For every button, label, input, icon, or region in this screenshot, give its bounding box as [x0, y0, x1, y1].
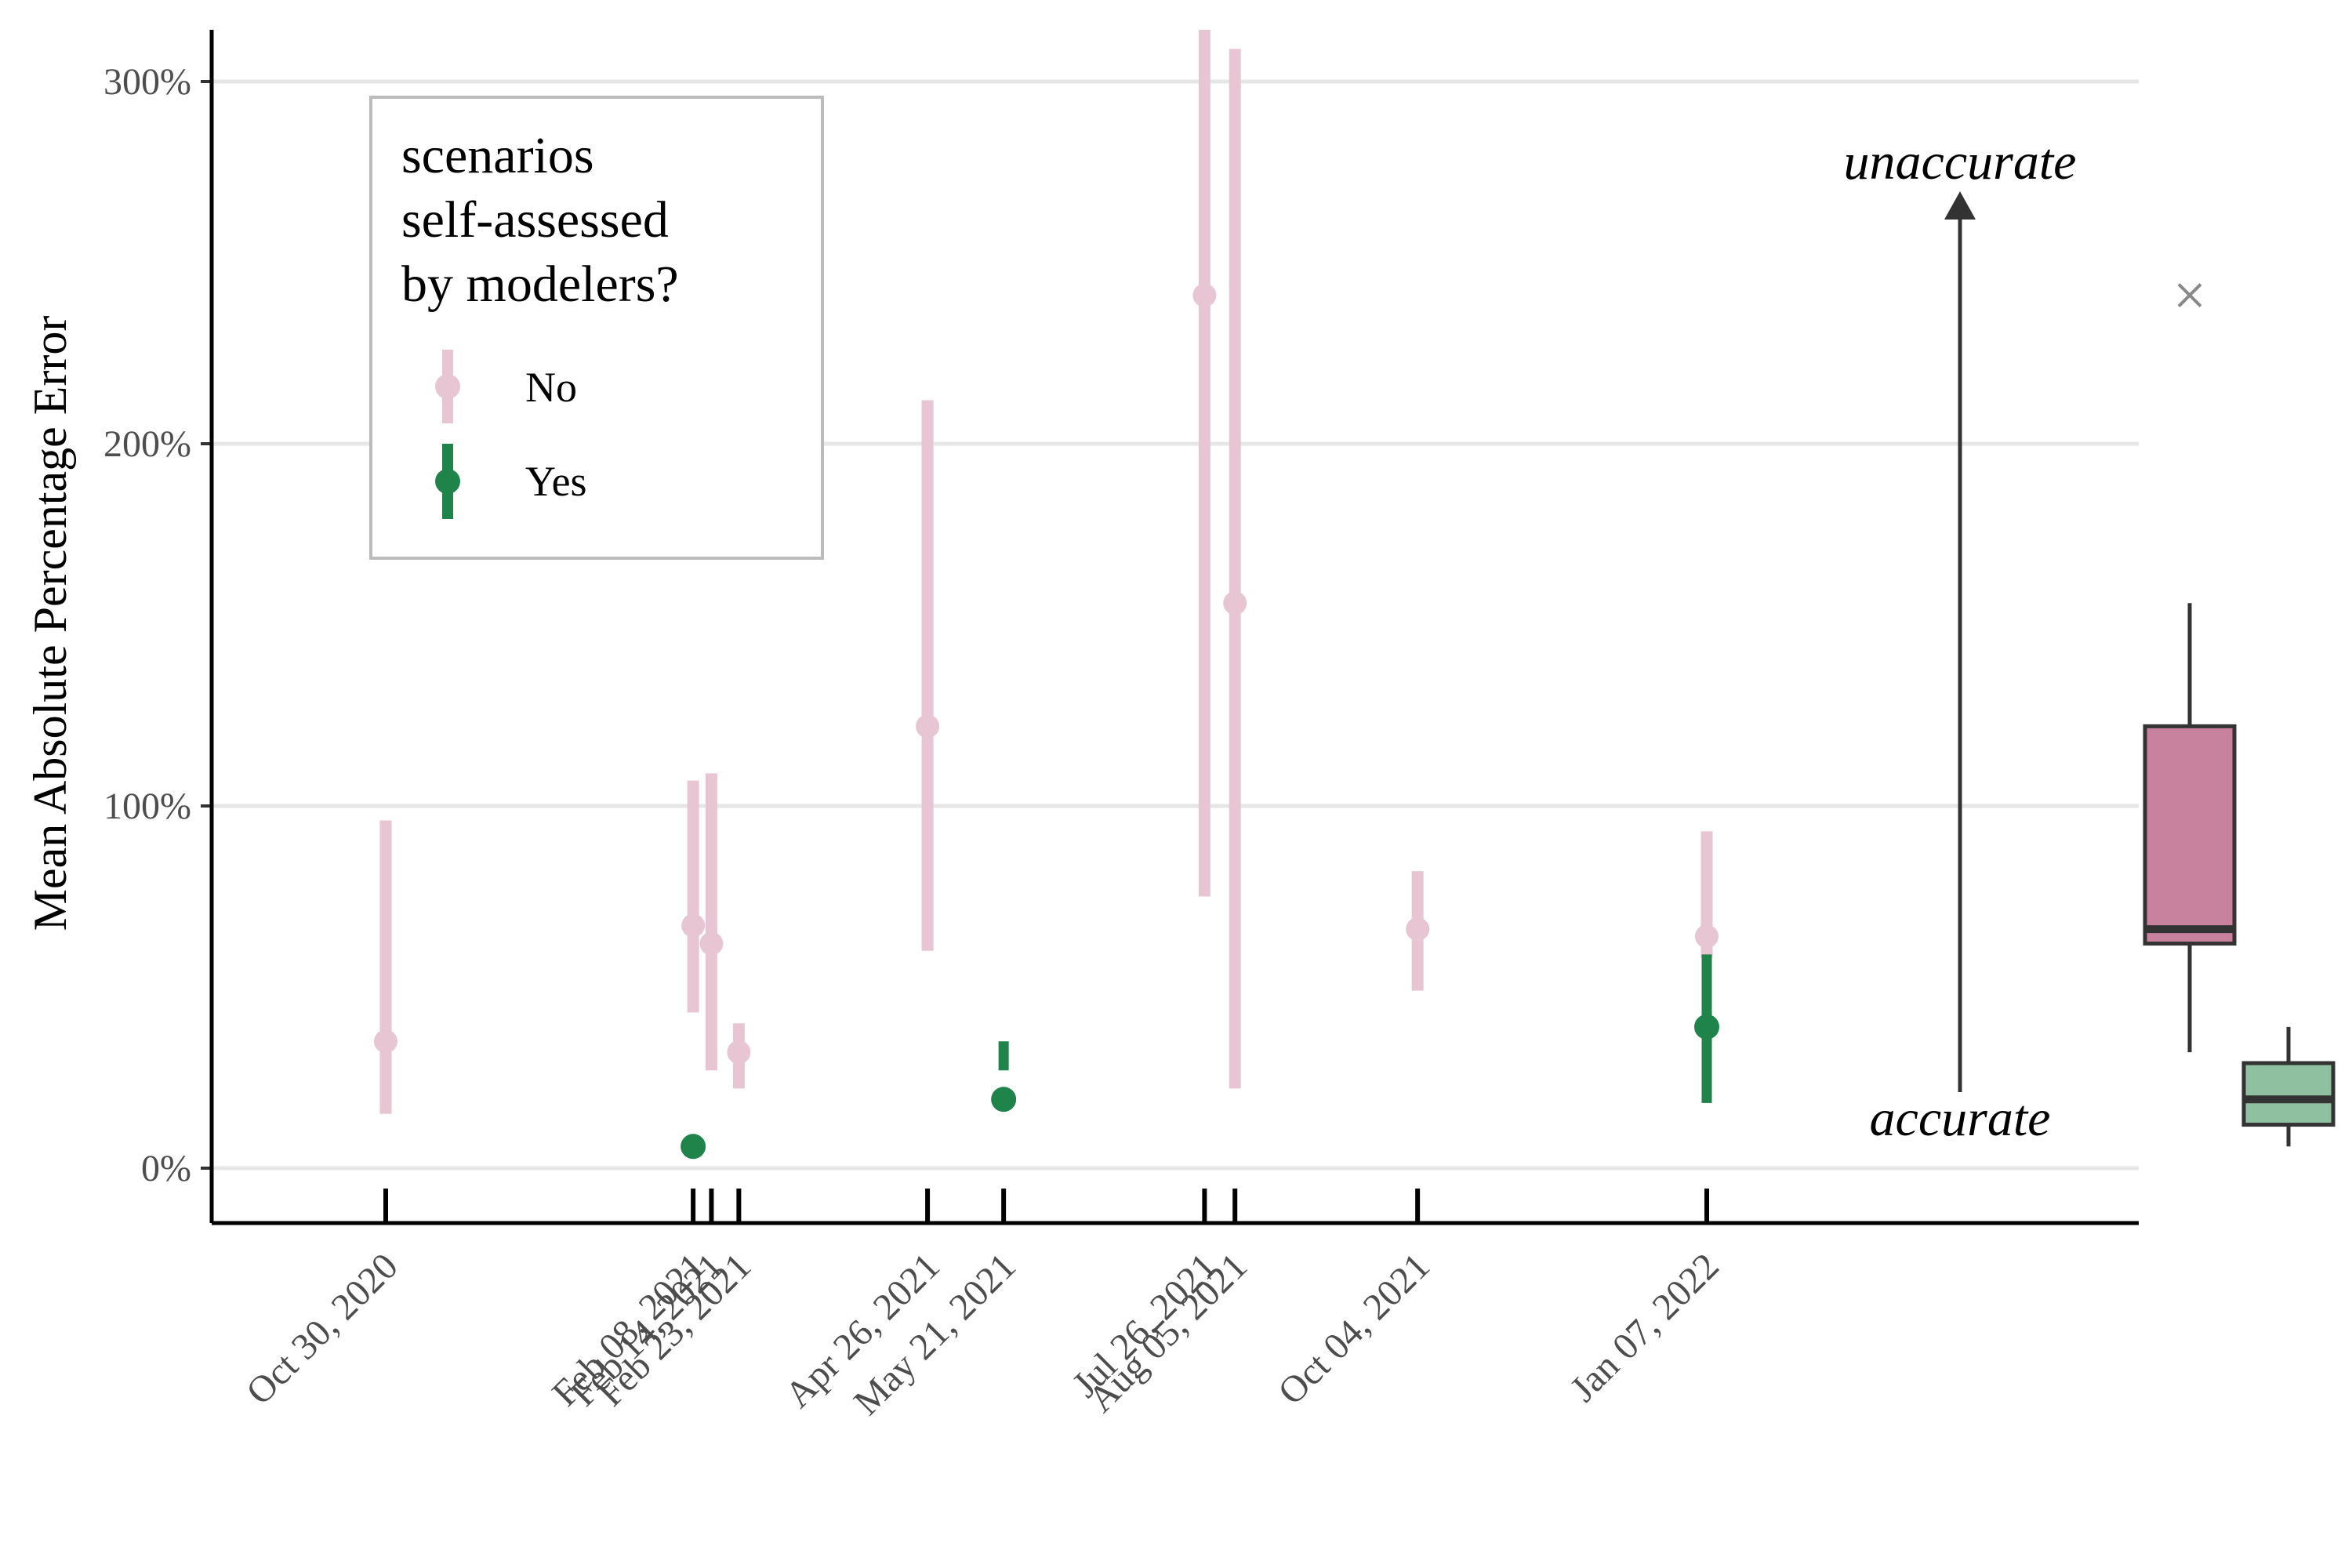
y-tick-label: 200% [103, 423, 191, 465]
annotation-arrowhead [1944, 191, 1976, 220]
data-point-no [681, 913, 706, 938]
legend-item-yes: Yes [435, 444, 587, 519]
data-point-no [727, 1040, 751, 1065]
legend-label-no: No [525, 364, 577, 411]
boxplot-panel [2143, 283, 2336, 1147]
data-point-yes [681, 1134, 706, 1160]
data-point-no [1695, 924, 1719, 949]
legend-title-line-1: scenarios [401, 127, 594, 184]
x-tick-label: Oct 30, 2020 [238, 1245, 406, 1413]
annotation-top-label: unaccurate [1844, 133, 2077, 191]
data-point-no [1223, 591, 1247, 615]
data-point-yes [991, 1087, 1017, 1112]
data-point-no [916, 714, 940, 739]
y-tick-label: 0% [141, 1148, 191, 1189]
boxplot-outlier-no [2177, 283, 2202, 307]
data-point-no [374, 1029, 397, 1054]
x-tick-label: Aug 05, 2021 [1080, 1245, 1255, 1420]
accuracy-annotation: unaccurate accurate [1844, 133, 2077, 1147]
legend-key-no-point [435, 374, 460, 399]
y-tick-label: 100% [103, 786, 191, 827]
data-point-no [1192, 283, 1217, 307]
y-tick-label: 300% [103, 61, 191, 103]
legend-key-yes-point [435, 469, 460, 494]
legend-title-line-2: self-assessed [401, 191, 669, 249]
data-point-no [1406, 917, 1430, 942]
boxplot-box-yes [2241, 1061, 2336, 1127]
x-tick-label: Oct 04, 2021 [1270, 1245, 1438, 1413]
data-point-yes [1694, 1014, 1719, 1040]
x-tick-label: Jan 07, 2022 [1563, 1245, 1727, 1410]
boxplot-box-no [2143, 724, 2237, 946]
data-point-no [699, 931, 724, 956]
legend: scenarios self-assessed by modelers? No … [369, 96, 824, 560]
axes [209, 30, 2139, 1225]
legend-item-no: No [435, 350, 577, 423]
y-axis-title: Mean Absolute Percentage Error [24, 316, 76, 931]
plot-marks [374, 30, 1719, 1160]
axis-ticks: 0%100%200%300%Oct 30, 2020 Feb 08, 2021Fe… [103, 61, 1727, 1423]
legend-label-yes: Yes [525, 458, 587, 505]
annotation-bottom-label: accurate [1870, 1090, 2051, 1147]
legend-title-line-3: by modelers? [401, 256, 679, 313]
